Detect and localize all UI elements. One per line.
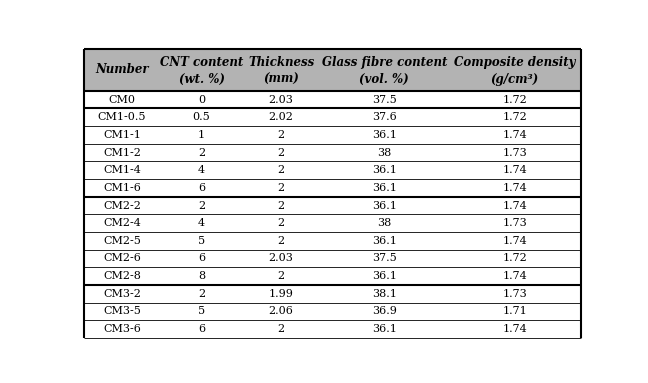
- Text: 2.06: 2.06: [269, 306, 294, 316]
- Text: 1.99: 1.99: [269, 289, 294, 299]
- Text: 2: 2: [198, 289, 205, 299]
- Text: Composite density: Composite density: [454, 56, 575, 69]
- Text: 6: 6: [198, 254, 205, 264]
- Text: 2: 2: [277, 271, 284, 281]
- Text: 2: 2: [277, 147, 284, 157]
- Text: 2: 2: [277, 183, 284, 193]
- Text: 8: 8: [198, 271, 205, 281]
- Text: (vol. %): (vol. %): [360, 73, 409, 85]
- Text: 38: 38: [377, 218, 391, 228]
- Text: 1: 1: [198, 130, 205, 140]
- Text: 4: 4: [198, 218, 205, 228]
- Text: 2.02: 2.02: [269, 112, 294, 122]
- Text: 2: 2: [277, 218, 284, 228]
- Text: 2: 2: [277, 130, 284, 140]
- Text: 1.74: 1.74: [502, 183, 527, 193]
- Text: 1.73: 1.73: [502, 289, 527, 299]
- Text: CNT content: CNT content: [160, 56, 243, 69]
- Text: 37.5: 37.5: [372, 95, 397, 105]
- Text: 2: 2: [277, 324, 284, 334]
- Text: 36.1: 36.1: [372, 165, 397, 175]
- Text: CM2-2: CM2-2: [103, 201, 141, 211]
- Text: 1.74: 1.74: [502, 201, 527, 211]
- Text: 37.6: 37.6: [372, 112, 397, 122]
- Text: 1.71: 1.71: [502, 306, 527, 316]
- Text: 1.74: 1.74: [502, 324, 527, 334]
- Text: CM1-4: CM1-4: [103, 165, 141, 175]
- Text: 36.9: 36.9: [372, 306, 397, 316]
- Text: CM1-6: CM1-6: [103, 183, 141, 193]
- Text: 5: 5: [198, 236, 205, 246]
- Text: 36.1: 36.1: [372, 130, 397, 140]
- Text: 2: 2: [198, 147, 205, 157]
- Text: 1.73: 1.73: [502, 218, 527, 228]
- Text: (g/cm³): (g/cm³): [491, 73, 539, 85]
- Text: 36.1: 36.1: [372, 183, 397, 193]
- Text: CM1-0.5: CM1-0.5: [98, 112, 146, 122]
- Text: 1.73: 1.73: [502, 147, 527, 157]
- Text: 1.74: 1.74: [502, 271, 527, 281]
- Text: 1.74: 1.74: [502, 130, 527, 140]
- Text: 2: 2: [277, 201, 284, 211]
- Text: 1.72: 1.72: [502, 95, 527, 105]
- Text: CM2-6: CM2-6: [103, 254, 141, 264]
- Text: 1.74: 1.74: [502, 165, 527, 175]
- Text: CM2-4: CM2-4: [103, 218, 141, 228]
- Text: 38: 38: [377, 147, 391, 157]
- Text: CM3-6: CM3-6: [103, 324, 141, 334]
- Text: 0: 0: [198, 95, 205, 105]
- Bar: [84, 49, 581, 91]
- Text: 0.5: 0.5: [192, 112, 211, 122]
- Text: Glass fibre content: Glass fibre content: [321, 56, 447, 69]
- Text: 1.72: 1.72: [502, 112, 527, 122]
- Text: 36.1: 36.1: [372, 324, 397, 334]
- Text: 36.1: 36.1: [372, 201, 397, 211]
- Text: 6: 6: [198, 183, 205, 193]
- Text: Number: Number: [95, 63, 149, 76]
- Text: 2.03: 2.03: [269, 254, 294, 264]
- Text: (mm): (mm): [263, 73, 299, 85]
- Text: (wt. %): (wt. %): [179, 73, 224, 85]
- Text: Thickness: Thickness: [248, 56, 314, 69]
- Text: CM0: CM0: [109, 95, 135, 105]
- Text: CM1-1: CM1-1: [103, 130, 141, 140]
- Text: 36.1: 36.1: [372, 271, 397, 281]
- Text: 2: 2: [277, 165, 284, 175]
- Text: 2.03: 2.03: [269, 95, 294, 105]
- Text: CM1-2: CM1-2: [103, 147, 141, 157]
- Text: 2: 2: [277, 236, 284, 246]
- Text: 5: 5: [198, 306, 205, 316]
- Text: 36.1: 36.1: [372, 236, 397, 246]
- Text: 1.74: 1.74: [502, 236, 527, 246]
- Text: 37.5: 37.5: [372, 254, 397, 264]
- Text: CM3-2: CM3-2: [103, 289, 141, 299]
- Text: 2: 2: [198, 201, 205, 211]
- Text: CM3-5: CM3-5: [103, 306, 141, 316]
- Text: 1.72: 1.72: [502, 254, 527, 264]
- Text: 4: 4: [198, 165, 205, 175]
- Text: CM2-8: CM2-8: [103, 271, 141, 281]
- Text: CM2-5: CM2-5: [103, 236, 141, 246]
- Text: 38.1: 38.1: [372, 289, 397, 299]
- Text: 6: 6: [198, 324, 205, 334]
